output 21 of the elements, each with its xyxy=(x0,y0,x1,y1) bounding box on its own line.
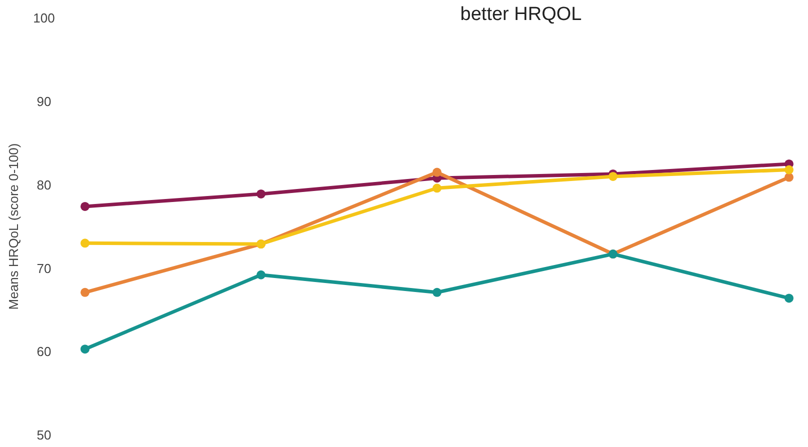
point xyxy=(80,288,90,297)
point xyxy=(784,294,794,303)
y-axis-title: Means HRQoL (score 0-100) xyxy=(6,143,21,310)
y-tick-label: 70 xyxy=(36,260,52,276)
point xyxy=(80,238,90,248)
point xyxy=(256,270,266,280)
point xyxy=(80,344,90,354)
point xyxy=(784,165,794,174)
y-tick-label: 90 xyxy=(36,94,52,109)
y-tick-label: 80 xyxy=(36,177,52,192)
point xyxy=(432,288,442,297)
y-tick-label: 50 xyxy=(36,428,52,443)
point xyxy=(608,172,618,181)
y-tick-label: 100 xyxy=(33,10,55,26)
point xyxy=(80,202,90,211)
annotation: better HRQOL xyxy=(460,4,582,25)
point xyxy=(432,184,442,193)
y-tick-label: 60 xyxy=(36,344,52,360)
point xyxy=(432,168,442,177)
point xyxy=(784,172,794,182)
point xyxy=(256,189,266,198)
